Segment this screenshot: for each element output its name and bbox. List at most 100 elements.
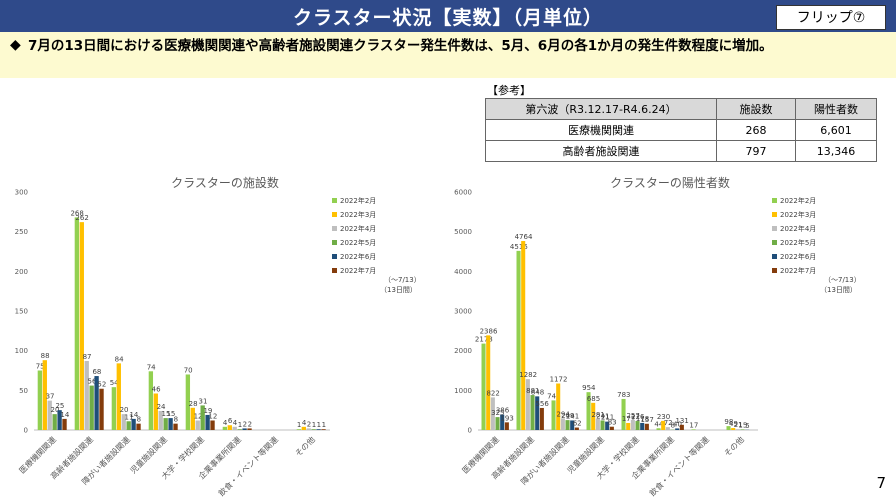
data-label: 211 (601, 414, 614, 422)
data-label: 8 (671, 422, 675, 430)
data-label: 241 (596, 412, 609, 420)
bar (136, 423, 141, 430)
data-label: 72 (664, 419, 673, 427)
bar (84, 360, 89, 430)
bar (626, 422, 631, 430)
data-label: 1 (312, 421, 316, 429)
bar (111, 387, 117, 430)
bar (232, 426, 237, 430)
x-tick-label: 飲食・イベント等関連 (216, 434, 280, 498)
bar (37, 370, 43, 430)
legend-swatch (772, 198, 777, 203)
reference-cell: 268 (716, 119, 796, 141)
bar (630, 419, 635, 430)
bar (185, 374, 191, 430)
data-label: 20 (120, 406, 129, 414)
data-label: 19 (203, 407, 212, 415)
data-label: 11 (125, 413, 134, 421)
data-label: 178 (636, 415, 649, 423)
bar (535, 396, 540, 430)
data-label: 241 (566, 412, 579, 420)
bar (675, 428, 680, 430)
data-label: 4 (223, 419, 228, 427)
y-tick-label: 300 (15, 189, 28, 197)
reference-header-row: 第六波（R3.12.17-R4.6.24） 施設数 陽性者数 (485, 98, 877, 120)
data-label: 268 (70, 209, 83, 217)
legend-swatch (772, 240, 777, 245)
bar (530, 395, 535, 430)
bar (556, 383, 561, 430)
reference-header-facilities: 施設数 (716, 98, 796, 120)
legend-swatch (332, 254, 337, 259)
legend-swatch (772, 268, 777, 273)
reference-cell: 13,346 (795, 140, 877, 162)
x-tick-label: 児童施設関連 (128, 434, 169, 475)
bar (481, 343, 486, 430)
data-label: 24 (157, 403, 166, 411)
reference-header-positives: 陽性者数 (795, 98, 877, 120)
data-label: 56 (88, 378, 97, 386)
bar (158, 410, 163, 430)
legend-label: 2022年5月 (340, 238, 376, 247)
data-label: 1 (297, 421, 301, 429)
y-tick-label: 2000 (454, 347, 472, 355)
y-tick-label: 150 (15, 308, 28, 316)
bar (656, 428, 661, 430)
bar (574, 427, 579, 430)
data-label: 74 (147, 363, 156, 371)
data-label: 44 (654, 420, 663, 428)
bar (148, 371, 154, 430)
data-label: 257 (626, 412, 639, 420)
data-label: 4 (302, 419, 307, 427)
data-label: 230 (657, 413, 670, 421)
bar (52, 414, 57, 430)
data-label: 68 (92, 368, 101, 376)
data-label: 75 (36, 363, 45, 371)
bar (99, 388, 104, 430)
bar (726, 426, 731, 430)
bar (735, 429, 740, 430)
bar (89, 385, 94, 430)
bar (500, 414, 505, 430)
data-label: 193 (500, 414, 513, 422)
reference-table: 第六波（R3.12.17-R4.6.24） 施設数 陽性者数 医療機関関連 26… (485, 98, 877, 162)
legend-swatch (332, 212, 337, 217)
bar (126, 421, 131, 430)
bar (600, 420, 605, 430)
data-label: 1282 (519, 371, 537, 379)
data-label: 954 (582, 384, 596, 392)
data-label: 157 (640, 416, 653, 424)
data-label: 2 (243, 420, 247, 428)
data-label: 52 (97, 381, 106, 389)
legend-label: 2022年4月 (780, 224, 816, 233)
legend-swatch (332, 240, 337, 245)
bar (242, 428, 247, 430)
title-bar (0, 0, 896, 32)
x-tick-label: 医療機関関連 (17, 434, 58, 475)
legend-label: 2022年6月 (340, 252, 376, 261)
summary-banner (0, 32, 896, 78)
bar (539, 407, 544, 430)
x-tick-label: その他 (722, 434, 746, 458)
data-label: 325 (491, 409, 504, 417)
bar (57, 410, 62, 430)
data-label: 4764 (515, 233, 533, 241)
bar (504, 422, 509, 430)
data-label: 87 (83, 353, 92, 361)
bar (116, 363, 121, 430)
data-label: 14 (60, 411, 69, 419)
data-label: 281 (591, 411, 604, 419)
bar (551, 400, 556, 430)
reference-cell: 高齢者施設関連 (485, 140, 717, 162)
legend-swatch (332, 198, 337, 203)
bar (691, 429, 696, 430)
data-label: 62 (573, 420, 582, 428)
data-label: 2 (248, 420, 252, 428)
bar (731, 428, 736, 430)
data-label: 21 (734, 421, 743, 429)
bar (62, 418, 67, 430)
y-tick-label: 0 (24, 427, 28, 435)
bar (609, 426, 614, 430)
bar (200, 405, 205, 430)
reference-cell: 医療機関関連 (485, 119, 717, 141)
